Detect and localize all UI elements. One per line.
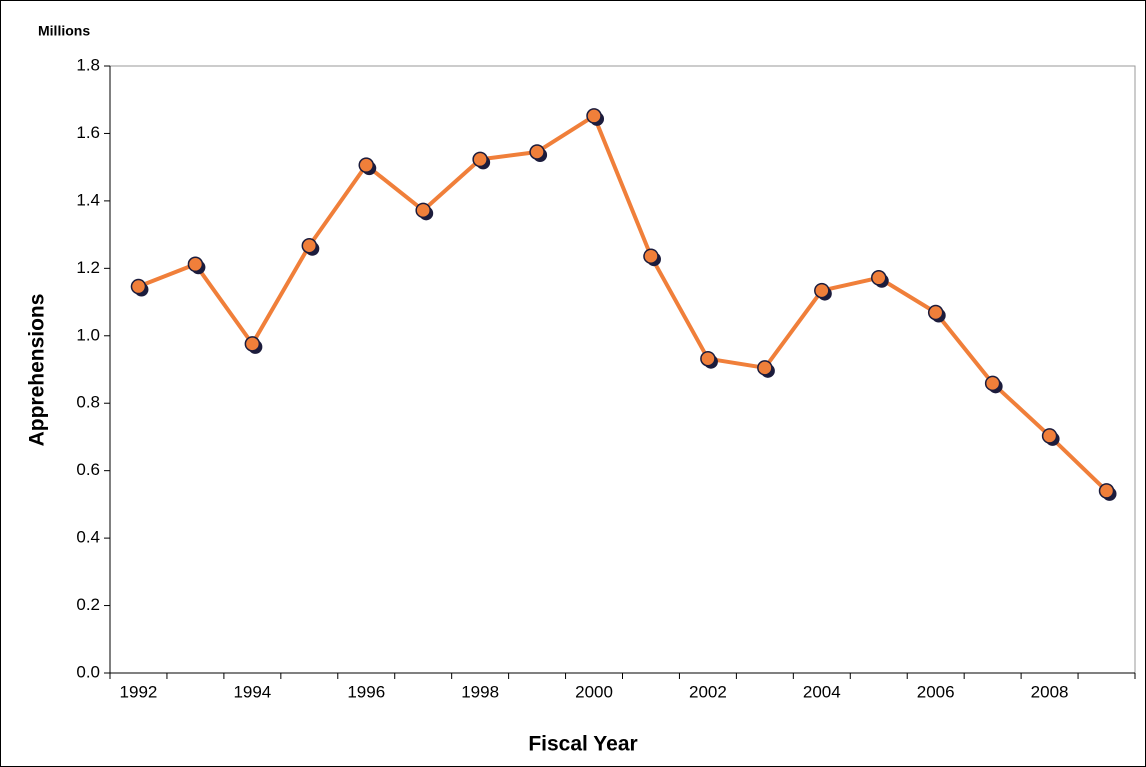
y-tick-label: 0.0 — [76, 662, 100, 681]
x-tick-label: 2008 — [1031, 682, 1069, 701]
y-tick-label: 1.0 — [76, 325, 100, 344]
marker — [187, 256, 204, 273]
unit-label: Millions — [38, 23, 90, 39]
x-tick-label: 2006 — [917, 682, 955, 701]
x-axis-title: Fiscal Year — [528, 733, 637, 756]
marker — [1098, 483, 1115, 499]
y-axis-title: Apprehensions — [26, 294, 49, 447]
y-tick-label: 1.4 — [76, 190, 100, 209]
y-tick-label: 1.8 — [76, 55, 100, 74]
marker — [643, 248, 659, 264]
marker — [130, 278, 147, 295]
x-tick-label: 1992 — [120, 682, 158, 701]
marker — [472, 151, 488, 168]
y-tick-label: 0.4 — [76, 528, 100, 547]
marker — [529, 144, 545, 160]
x-tick-label: 2002 — [689, 682, 727, 701]
x-tick-label: 2004 — [803, 682, 841, 701]
marker — [814, 282, 830, 299]
marker — [301, 237, 318, 254]
marker — [984, 375, 1001, 392]
y-tick-label: 0.2 — [76, 595, 100, 614]
marker — [927, 304, 944, 321]
y-tick-label: 1.2 — [76, 258, 100, 277]
x-tick-label: 2000 — [575, 682, 613, 701]
marker — [358, 157, 374, 173]
marker — [700, 350, 716, 367]
marker — [244, 336, 261, 352]
y-tick-label: 0.6 — [76, 460, 100, 479]
y-tick-label: 0.8 — [76, 393, 100, 412]
line — [137, 113, 1108, 493]
x-tick-label: 1998 — [461, 682, 499, 701]
x-tick-label: 1996 — [347, 682, 385, 701]
marker — [586, 108, 602, 124]
marker — [757, 360, 773, 376]
marker — [1041, 428, 1058, 444]
x-tick-label: 1994 — [233, 682, 271, 701]
y-tick-label: 1.6 — [76, 123, 100, 142]
marker — [415, 202, 431, 219]
marker — [871, 270, 887, 286]
